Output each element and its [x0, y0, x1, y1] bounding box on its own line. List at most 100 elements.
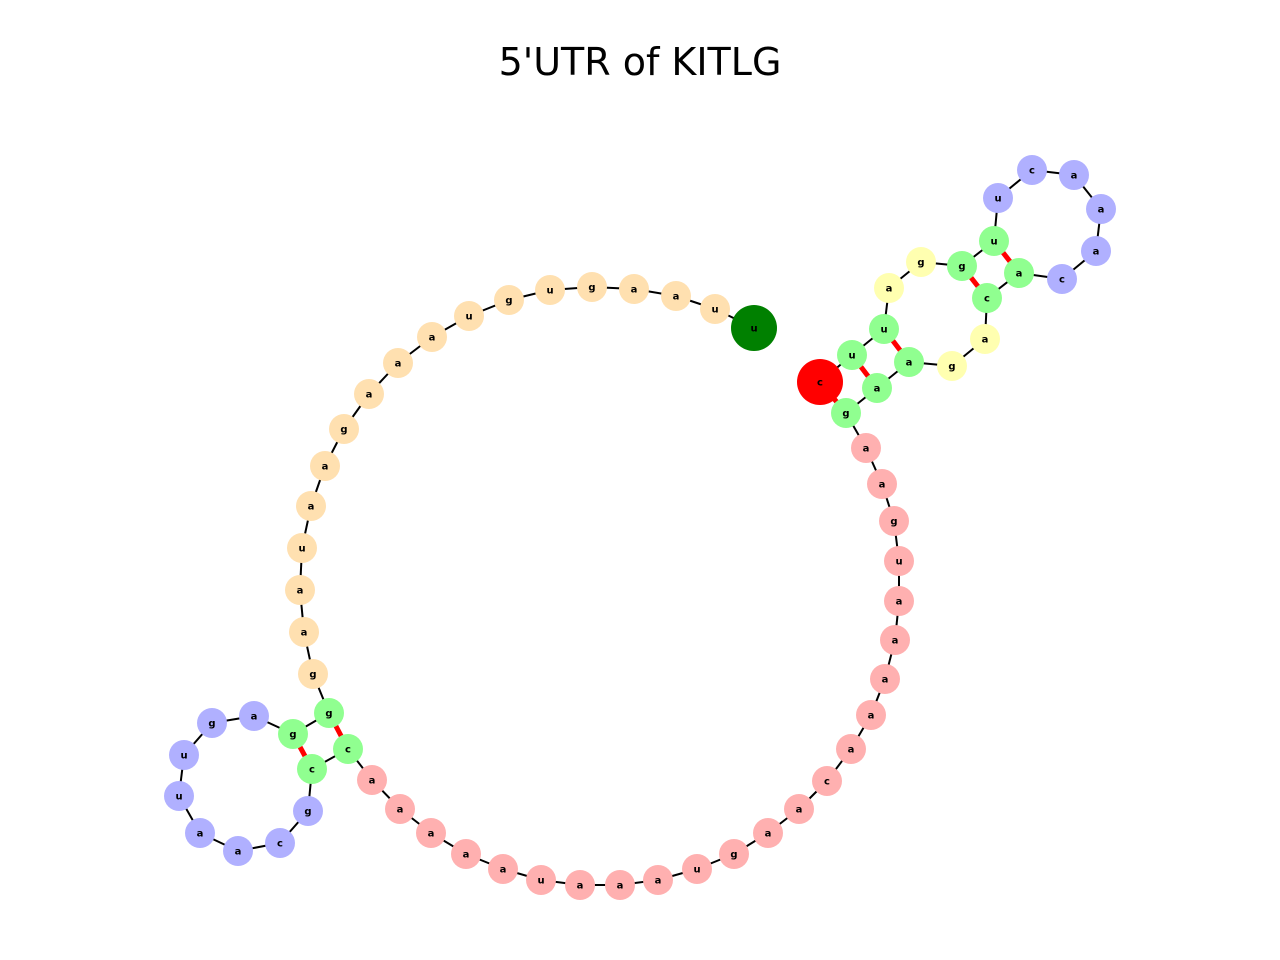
nucleotide-circle	[494, 285, 524, 315]
nucleotide-label: u	[298, 544, 305, 555]
nucleotide-circle	[314, 698, 344, 728]
nucleotide: u	[535, 275, 565, 305]
nucleotide: c	[265, 828, 295, 858]
nucleotide-circle	[831, 398, 861, 428]
nucleotide: c	[1017, 155, 1047, 185]
nucleotide: u	[454, 301, 484, 331]
nucleotide-label: u	[465, 312, 472, 323]
nucleotide-label: a	[906, 358, 913, 369]
nucleotide-circle	[862, 373, 892, 403]
nucleotide-label: c	[817, 378, 823, 389]
nucleotide-label: c	[984, 294, 990, 305]
end-nucleotide: c	[797, 359, 843, 405]
nucleotide: u	[164, 781, 194, 811]
nucleotide-circle	[297, 754, 327, 784]
nucleotide-label: a	[500, 865, 507, 876]
nucleotide-label: u	[180, 751, 187, 762]
nucleotide: u	[682, 854, 712, 884]
nucleotide-label: c	[824, 777, 830, 788]
nucleotide: u	[700, 294, 730, 324]
nucleotide-label: u	[546, 286, 553, 297]
nucleotide: a	[894, 347, 924, 377]
nucleotide-circle	[753, 818, 783, 848]
nucleotide-circle	[329, 414, 359, 444]
nucleotide-circle	[1086, 194, 1116, 224]
nucleotide-label: a	[369, 776, 376, 787]
nucleotide-circle	[836, 734, 866, 764]
nucleotide-label: a	[297, 586, 304, 597]
nucleotide-label: a	[1071, 171, 1078, 182]
nucleotide-circle	[970, 324, 1000, 354]
nucleotide-label: g	[309, 670, 316, 681]
nucleotide: a	[1004, 258, 1034, 288]
nucleotide-circle	[851, 433, 881, 463]
nucleotide-circle	[565, 870, 595, 900]
nucleotide-label: a	[874, 384, 881, 395]
nucleotide-circle	[867, 469, 897, 499]
nucleotide-circle	[357, 765, 387, 795]
nucleotide: a	[619, 274, 649, 304]
nucleotide-label: a	[982, 335, 989, 346]
nucleotide: u	[169, 740, 199, 770]
nucleotide-label: a	[1098, 205, 1105, 216]
nucleotide: a	[285, 575, 315, 605]
nucleotide-circle	[884, 586, 914, 616]
nucleotide: a	[565, 870, 595, 900]
nucleotide-label: u	[895, 557, 902, 568]
nucleotide: a	[851, 433, 881, 463]
nucleotide: a	[416, 818, 446, 848]
nucleotide: a	[856, 700, 886, 730]
nucleotide-label: a	[882, 675, 889, 686]
nucleotide-circle	[870, 664, 900, 694]
nucleotide: g	[293, 796, 323, 826]
nucleotide: a	[417, 322, 447, 352]
nucleotide-circle	[906, 247, 936, 277]
nucleotide: g	[197, 708, 227, 738]
nucleotide-circle	[1059, 160, 1089, 190]
nucleotide: u	[869, 314, 899, 344]
nucleotide: a	[383, 348, 413, 378]
nucleotide: u	[983, 183, 1013, 213]
nucleotide-circle	[488, 854, 518, 884]
nucleotide-circle	[333, 734, 363, 764]
nucleotide-label: g	[208, 719, 215, 730]
nucleotide-circle	[169, 740, 199, 770]
nucleotide-label: u	[537, 876, 544, 887]
nucleotide-circle	[310, 451, 340, 481]
nucleotide-label: c	[1059, 275, 1065, 286]
nucleotide-label: a	[322, 462, 329, 473]
nucleotide-label: a	[1093, 247, 1100, 258]
nucleotide-label: a	[395, 359, 402, 370]
nucleotide-label: u	[994, 194, 1001, 205]
nucleotide: c	[812, 766, 842, 796]
nucleotide-label: g	[588, 283, 595, 294]
nucleotide-label: u	[175, 792, 182, 803]
nucleotide: a	[884, 586, 914, 616]
nucleotide-label: u	[880, 325, 887, 336]
nucleotide-label: a	[235, 847, 242, 858]
nucleotide-label: a	[655, 876, 662, 887]
nucleotide: a	[385, 794, 415, 824]
nucleotide: g	[577, 272, 607, 302]
nucleotide-circle	[417, 322, 447, 352]
nucleotide-label: g	[730, 850, 737, 861]
nucleotide-circle	[296, 491, 326, 521]
nucleotide: g	[278, 719, 308, 749]
nucleotide-circle	[972, 283, 1002, 313]
nucleotide: a	[488, 854, 518, 884]
nucleotide-circle	[454, 301, 484, 331]
nucleotide-circle	[661, 281, 691, 311]
nucleotide: a	[970, 324, 1000, 354]
nucleotide: a	[661, 281, 691, 311]
nucleotide-circle	[535, 275, 565, 305]
nucleotide-circle	[298, 659, 328, 689]
nucleotide-label: g	[505, 296, 512, 307]
nucleotide: a	[1081, 236, 1111, 266]
nucleotide-label: a	[301, 628, 308, 639]
nucleotide-label: a	[673, 292, 680, 303]
nucleotide: a	[239, 701, 269, 731]
nucleotide: a	[862, 373, 892, 403]
nucleotide-label: a	[892, 636, 899, 647]
nucleotide: u	[526, 865, 556, 895]
nucleotide-circle	[287, 533, 317, 563]
